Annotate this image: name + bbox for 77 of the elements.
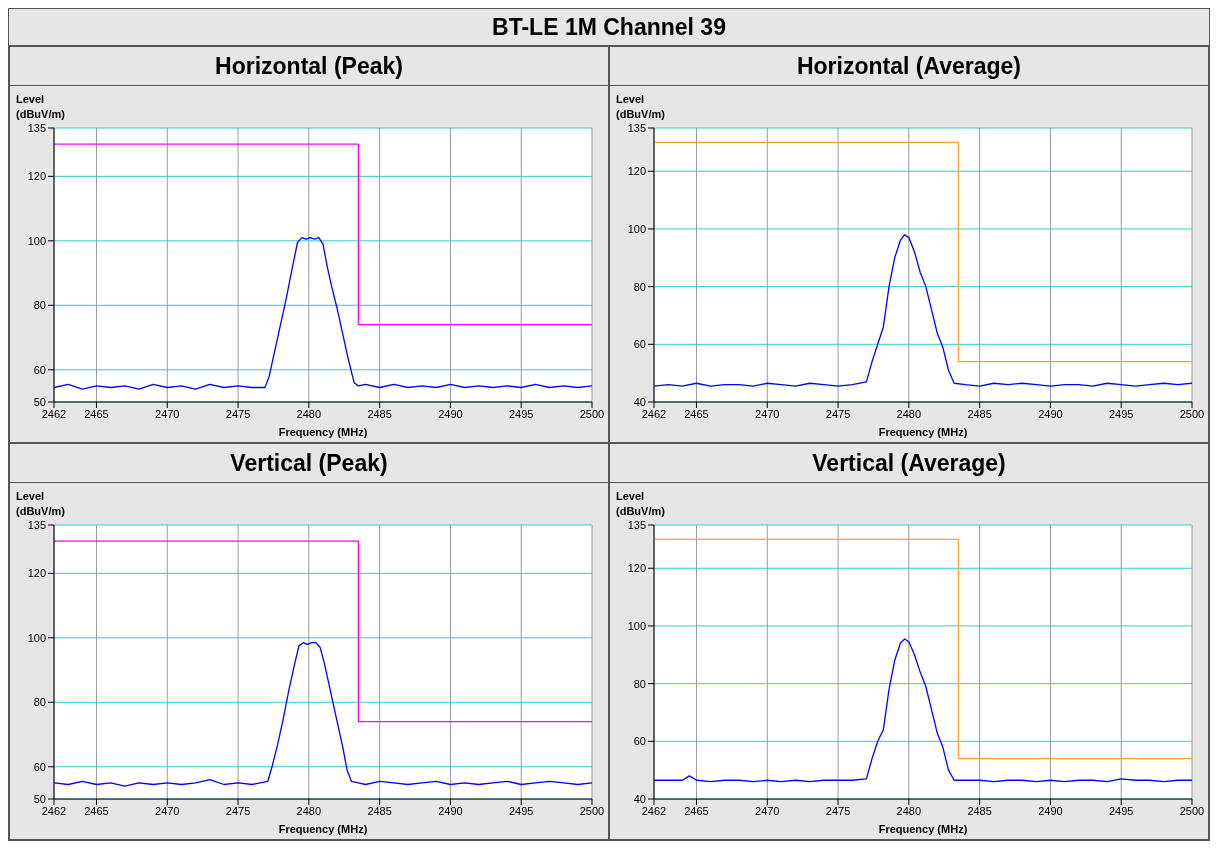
y-tick-label: 100 [627,619,646,632]
x-tick-label: 2495 [1108,804,1134,817]
x-tick-label: 2465 [684,804,709,817]
x-tick-label: 2470 [755,407,780,420]
x-axis-title: Frequency (MHz) [278,426,368,438]
x-tick-label: 2495 [508,804,534,817]
line-series [654,234,1192,387]
text: BT-LE 1M Channel 39 [9,9,1209,46]
line-series [654,638,1192,783]
y-tick-label: 40 [633,792,646,805]
x-axis-title: Frequency (MHz) [878,426,968,438]
x-tick-label: 2462 [41,804,67,817]
y-tick-label: 120 [627,165,646,178]
x-tick-label: 2480 [296,407,322,420]
y-tick-label: 60 [633,338,646,351]
x-tick-label: 2465 [84,407,109,420]
x-tick-label: 2465 [684,407,709,420]
x-tick-label: 2500 [579,407,605,420]
y-tick-label: 100 [27,631,46,644]
y-tick-label: 100 [27,234,46,247]
x-axis-title: Frequency (MHz) [878,823,968,835]
x-tick-label: 2490 [1038,407,1063,420]
x-tick-label: 2485 [367,407,392,420]
x-axis-title: Frequency (MHz) [278,823,368,835]
x-tick-label: 2485 [967,407,992,420]
x-tick-label: 2485 [967,804,992,817]
y-tick-label: 40 [633,395,646,408]
x-tick-label: 2480 [296,804,322,817]
y-axis-title: Level (dBuV/m) [16,92,66,122]
x-tick-label: 2475 [825,407,851,420]
x-tick-label: 2475 [825,804,851,817]
y-axis-title: Level (dBuV/m) [616,92,666,122]
x-tick-label: 2480 [896,804,922,817]
line-series [54,236,592,390]
x-tick-label: 2475 [225,407,251,420]
x-tick-label: 2462 [641,407,667,420]
x-tick-label: 2500 [1179,407,1205,420]
y-tick-label: 100 [627,222,646,235]
x-tick-label: 2495 [1108,407,1134,420]
y-tick-label: 60 [33,363,46,376]
chart-title: Horizontal (Peak) [10,47,608,86]
x-tick-label: 2475 [225,804,251,817]
x-tick-label: 2485 [367,804,392,817]
y-tick-label: 80 [33,696,46,709]
chart-title: Vertical (Peak) [10,444,608,483]
chart-title: Horizontal (Average) [610,47,1208,86]
y-tick-label: 135 [27,518,46,531]
y-tick-label: 80 [33,299,46,312]
y-tick-label: 135 [627,121,646,134]
y-tick-label: 135 [27,121,46,134]
y-tick-label: 50 [33,395,46,408]
y-tick-label: 50 [33,792,46,805]
x-tick-label: 2500 [579,804,605,817]
chart-title: Vertical (Average) [610,444,1208,483]
y-tick-label: 80 [633,280,646,293]
y-tick-label: 120 [627,562,646,575]
y-tick-label: 60 [33,760,46,773]
x-tick-label: 2462 [641,804,667,817]
y-tick-label: 135 [627,518,646,531]
line-series [54,642,592,787]
y-axis-title: Level (dBuV/m) [616,489,666,519]
x-tick-label: 2490 [1038,804,1063,817]
x-tick-label: 2462 [41,407,67,420]
x-tick-label: 2495 [508,407,534,420]
y-tick-label: 120 [27,567,46,580]
x-tick-label: 2465 [84,804,109,817]
x-tick-label: 2480 [896,407,922,420]
x-tick-label: 2470 [755,804,780,817]
y-axis-title: Level (dBuV/m) [16,489,66,519]
y-tick-label: 80 [633,677,646,690]
x-tick-label: 2470 [155,804,180,817]
x-tick-label: 2470 [155,407,180,420]
y-tick-label: 60 [633,735,646,748]
x-tick-label: 2490 [438,804,463,817]
y-tick-label: 120 [27,170,46,183]
x-tick-label: 2500 [1179,804,1205,817]
x-tick-label: 2490 [438,407,463,420]
